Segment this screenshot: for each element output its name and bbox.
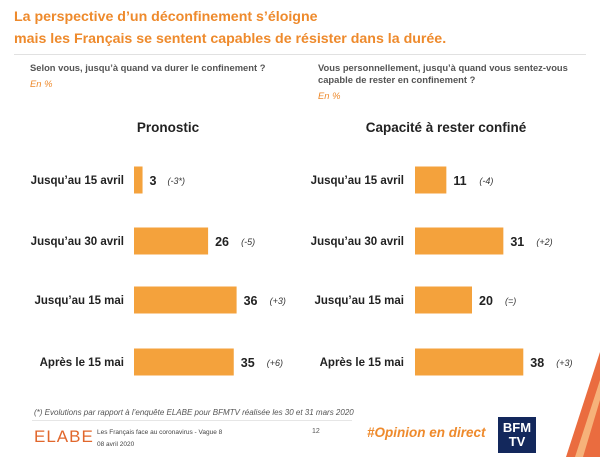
- page-number: 12: [312, 428, 320, 435]
- category-label: Jusqu’au 30 avril: [31, 236, 124, 248]
- footer-info: Les Français face au coronavirus - Vague…: [97, 427, 222, 451]
- bar: [134, 166, 143, 194]
- delta-label: (-3*): [168, 176, 186, 186]
- category-label: Après le 15 mai: [320, 357, 404, 369]
- bfmtv-logo: BFM TV: [498, 417, 536, 453]
- question-right: Vous personnellement, jusqu’à quand vous…: [318, 62, 568, 102]
- value-label: 38: [530, 356, 544, 370]
- chart-title-2: Capacité à rester confiné: [366, 120, 527, 135]
- title-line-1: La perspective d’un déconfinement s’éloi…: [14, 9, 318, 25]
- delta-label: (+3): [270, 296, 286, 306]
- value-label: 35: [241, 356, 255, 370]
- category-label: Jusqu’au 15 avril: [31, 175, 124, 187]
- delta-label: (+3): [556, 358, 572, 368]
- footer-study: Les Français face au coronavirus - Vague…: [97, 429, 223, 436]
- delta-label: (+2): [536, 237, 552, 247]
- category-label: Jusqu’au 30 avril: [311, 236, 404, 248]
- bar: [415, 227, 504, 255]
- bar: [415, 166, 447, 194]
- category-label: Après le 15 mai: [40, 357, 124, 369]
- footer-separator: [32, 420, 352, 421]
- delta-label: (-4): [479, 176, 493, 186]
- value-label: 36: [244, 294, 258, 308]
- bar: [134, 227, 209, 255]
- question-left: Selon vous, jusqu’à quand va durer le co…: [30, 62, 300, 90]
- bar: [134, 286, 237, 314]
- question-left-text: Selon vous, jusqu’à quand va durer le co…: [30, 62, 266, 73]
- category-label: Jusqu’au 15 avril: [311, 175, 404, 187]
- value-label: 20: [479, 294, 493, 308]
- footer-date: 08 avril 2020: [97, 441, 135, 448]
- unit-left: En %: [30, 78, 53, 89]
- bar: [134, 348, 234, 376]
- title-line-2: mais les Français se sentent capables de…: [14, 31, 447, 47]
- title-separator: [14, 54, 586, 55]
- value-label: 31: [510, 235, 524, 249]
- delta-label: (+6): [267, 358, 283, 368]
- bar: [415, 348, 524, 376]
- value-label: 3: [150, 174, 157, 188]
- page-title: La perspective d’un déconfinement s’éloi…: [14, 6, 574, 50]
- category-label: Jusqu’au 15 mai: [315, 295, 404, 307]
- value-label: 26: [215, 235, 229, 249]
- unit-right: En %: [318, 90, 341, 101]
- question-right-text: Vous personnellement, jusqu’à quand vous…: [318, 62, 568, 85]
- bfm-logo-top: BFM: [502, 420, 532, 435]
- hashtag: #Opinion en direct: [367, 425, 486, 440]
- category-label: Jusqu’au 15 mai: [35, 295, 124, 307]
- delta-label: (-5): [241, 237, 255, 247]
- elabe-logo: ELABE: [34, 427, 94, 446]
- bfm-logo-bottom: TV: [508, 434, 526, 449]
- bar: [415, 286, 472, 314]
- footnote: (*) Evolutions par rapport à l’enquête E…: [34, 408, 354, 417]
- delta-label: (=): [505, 296, 516, 306]
- value-label: 11: [453, 174, 466, 188]
- chart-title-1: Pronostic: [137, 120, 200, 135]
